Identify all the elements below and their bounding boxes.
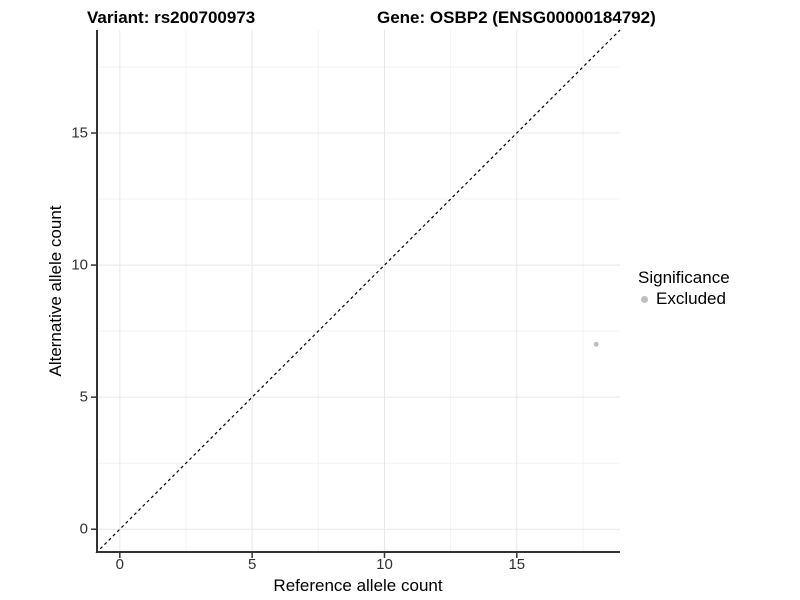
y-tick-label: 0	[79, 520, 88, 538]
legend-entry: Excluded	[636, 289, 730, 309]
legend-marker-circle-icon	[641, 295, 648, 303]
plot-panel	[91, 29, 621, 558]
legend-entry-label: Excluded	[656, 289, 726, 308]
figure-title-variant: Variant: rs200700973	[87, 8, 256, 27]
x-tick-label: 5	[247, 556, 257, 573]
legend: Significance Excluded	[636, 267, 730, 309]
figure-title-gene: Gene: OSBP2 (ENSG00000184792)	[377, 8, 656, 27]
x-tick-label: 15	[508, 556, 526, 573]
y-tick-label: 15	[71, 124, 88, 142]
chart-area	[91, 29, 621, 558]
x-tick-label: 0	[115, 556, 124, 573]
x-axis-title: Reference allele count	[273, 576, 443, 595]
data-point	[593, 341, 599, 347]
x-tick-label: 10	[376, 556, 393, 573]
y-tick-label: 5	[79, 388, 88, 406]
y-tick-label: 10	[71, 256, 88, 274]
legend-title: Significance	[638, 268, 730, 287]
legend-entries: Excluded	[636, 289, 730, 309]
y-axis-title: Alternative allele count	[46, 205, 65, 377]
identity-line	[95, 29, 621, 554]
